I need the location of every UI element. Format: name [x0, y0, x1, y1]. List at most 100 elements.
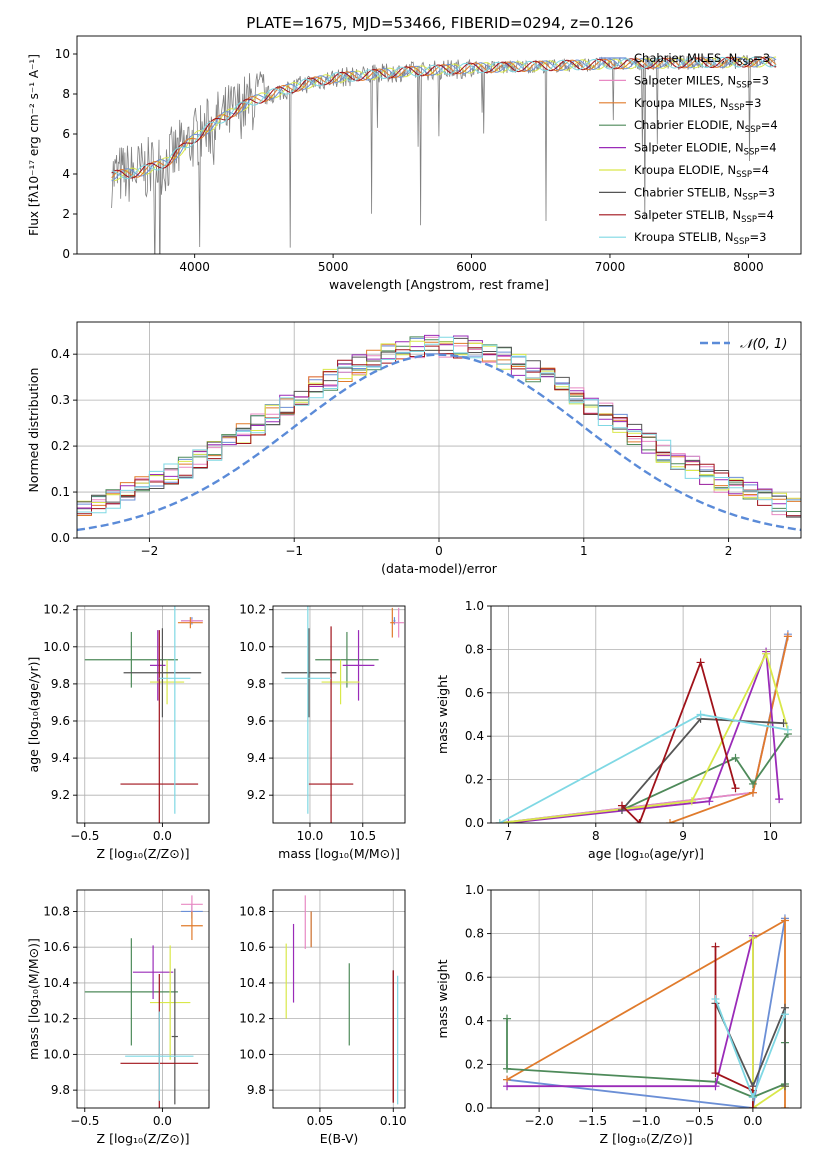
- x-tick-label: 0.05: [307, 1114, 334, 1128]
- mass-weight-marker: [783, 725, 792, 734]
- error-bar-point: [315, 631, 379, 688]
- y-tick-label: 10.6: [43, 940, 70, 954]
- weight_vs_age-panel: 7 8 9 10 0.0 0.2 0.4 0.6 0.8 1.0 age [log₁₀(age/yr…: [435, 599, 802, 861]
- mass-weight-marker: [635, 819, 644, 823]
- mass-weight-marker: [495, 819, 504, 823]
- x-tick-label: 2: [725, 544, 733, 558]
- y-tick-label: 10: [55, 47, 70, 61]
- age_vs_mass-plot-area: [281, 606, 404, 823]
- legend-entry: Salpeter MILES, NSSP=3: [634, 73, 769, 90]
- y-tick-label: 0.0: [465, 816, 484, 830]
- x-tick-label: 8000: [733, 260, 764, 274]
- mass-weight-marker: [503, 1064, 512, 1073]
- x-axis-label: E(B-V): [320, 1131, 359, 1146]
- mass-weight-marker: [748, 779, 757, 788]
- y-tick-label: 10.0: [43, 1047, 70, 1061]
- x-axis-label: wavelength [Angstrom, rest frame]: [329, 277, 549, 292]
- legend-entry: Salpeter ELODIE, NSSP=4: [634, 141, 777, 158]
- error-bar-point: [284, 606, 332, 814]
- y-axis-label: mass weight: [435, 675, 450, 754]
- mass-weight-marker: [711, 1082, 720, 1091]
- y-tick-label: 9.8: [51, 1083, 70, 1097]
- axes-frame: [490, 605, 802, 824]
- mass-weight-marker: [711, 1069, 720, 1078]
- mass-weight-series: [621, 733, 789, 811]
- error-bar-point: [342, 630, 375, 701]
- error-bar-point: [308, 626, 354, 823]
- mass-weight-marker: [666, 819, 675, 823]
- mass-weight-marker: [780, 1010, 789, 1019]
- axes-frame: [76, 321, 802, 539]
- y-tick-label: 10.6: [239, 940, 266, 954]
- mass-weight-marker: [503, 1082, 512, 1091]
- error-bar-point: [393, 617, 396, 625]
- age_vs_mass-panel: 10.0 10.5 9.2 9.4 9.6 9.8 10.0 10.2 mass [log₁₀(…: [239, 603, 406, 861]
- spectrum-title: PLATE=1675, MJD=53466, FIBERID=0294, z=0…: [246, 14, 633, 32]
- spectrum-plot-area: [111, 54, 777, 254]
- error-bar-point: [159, 606, 191, 814]
- error-bar-point: [125, 1011, 194, 1101]
- mass-weight-marker: [711, 995, 720, 1003]
- error-bar-point: [177, 617, 203, 629]
- mass_vs_ebv-plot-area: [285, 895, 399, 1105]
- error-bar-point: [181, 618, 203, 623]
- error-bar-point: [171, 968, 178, 1105]
- x-tick-label: −0.5: [70, 1114, 99, 1128]
- axes-frame: [76, 889, 210, 1109]
- mass-weight-marker: [696, 658, 705, 667]
- spectrum-panel: 4000 5000 6000 7000 8000 0 2 4 6 8 10 wavelength [A…: [27, 35, 802, 292]
- x-tick-label: 1: [580, 544, 588, 558]
- mass-weight-marker: [711, 942, 720, 951]
- x-tick-label: 10.0: [297, 829, 324, 843]
- error-bar-point: [149, 630, 166, 701]
- mass-weight-series: [499, 634, 789, 823]
- y-tick-label: 0.8: [465, 642, 484, 656]
- error-bar-point: [181, 895, 203, 914]
- model-spectrum-line: [111, 56, 777, 179]
- mass-weight-marker: [731, 784, 740, 793]
- x-tick-label: 9: [679, 829, 687, 843]
- y-tick-label: 0.4: [465, 1014, 484, 1028]
- error-bar-point: [84, 631, 178, 688]
- mass-weight-marker: [780, 1082, 789, 1091]
- x-tick-label: −0.5: [685, 1114, 714, 1128]
- y-tick-label: 10.4: [239, 976, 266, 990]
- y-tick-label: 9.8: [51, 677, 70, 691]
- model-spectrum-line: [111, 56, 777, 179]
- mass-weight-series: [506, 918, 786, 1108]
- y-axis-label: mass [log₁₀(M/M⊙)]: [26, 938, 41, 1060]
- y-tick-label: 0.2: [465, 1057, 484, 1071]
- x-tick-label: 0.10: [380, 1114, 407, 1128]
- legend-entry: Salpeter STELIB, NSSP=4: [634, 208, 774, 225]
- y-tick-label: 9.6: [51, 714, 70, 728]
- y-tick-label: 0.0: [51, 531, 70, 545]
- y-tick-label: 10.0: [239, 1047, 266, 1061]
- error-bar-point: [281, 628, 337, 718]
- y-tick-label: 8: [62, 87, 70, 101]
- y-tick-label: 0.2: [51, 439, 70, 453]
- y-tick-label: 10.2: [239, 1012, 266, 1026]
- legend-entry: Chabrier STELIB, NSSP=3: [634, 185, 775, 202]
- mass_vs_z-panel: −0.5 0.0 9.8 10.0 10.2 10.4 10.6 10.8 Z [log₁₀(Z…: [26, 889, 210, 1146]
- y-tick-label: 0.0: [465, 1101, 484, 1115]
- model-spectrum-line: [111, 56, 777, 180]
- y-tick-label: 10.2: [43, 603, 70, 617]
- mass-weight-marker: [748, 933, 757, 942]
- mass_vs_ebv-panel: 0.05 0.10 9.8 10.0 10.2 10.4 10.6 10.8 E(B-V): [239, 889, 407, 1146]
- x-tick-label: 10.5: [349, 829, 376, 843]
- x-tick-label: 8: [592, 829, 600, 843]
- axes-frame: [76, 605, 210, 824]
- mass-weight-marker: [696, 710, 705, 719]
- mass-weight-marker: [731, 753, 740, 762]
- model-spectrum-line: [111, 56, 777, 181]
- mass-weight-marker: [504, 819, 513, 823]
- error-bar-point: [149, 659, 185, 705]
- legend-entry: Kroupa ELODIE, NSSP=4: [634, 163, 769, 180]
- x-axis-label: Z [log₁₀(Z/Z⊙)]: [97, 846, 190, 861]
- y-tick-label: 0.2: [465, 773, 484, 787]
- y-tick-label: 9.4: [51, 751, 70, 765]
- x-tick-label: 0.0: [743, 1114, 762, 1128]
- mass-weight-marker: [775, 795, 784, 804]
- y-axis-label: Normed distribution: [26, 368, 41, 493]
- x-tick-label: −1: [285, 544, 303, 558]
